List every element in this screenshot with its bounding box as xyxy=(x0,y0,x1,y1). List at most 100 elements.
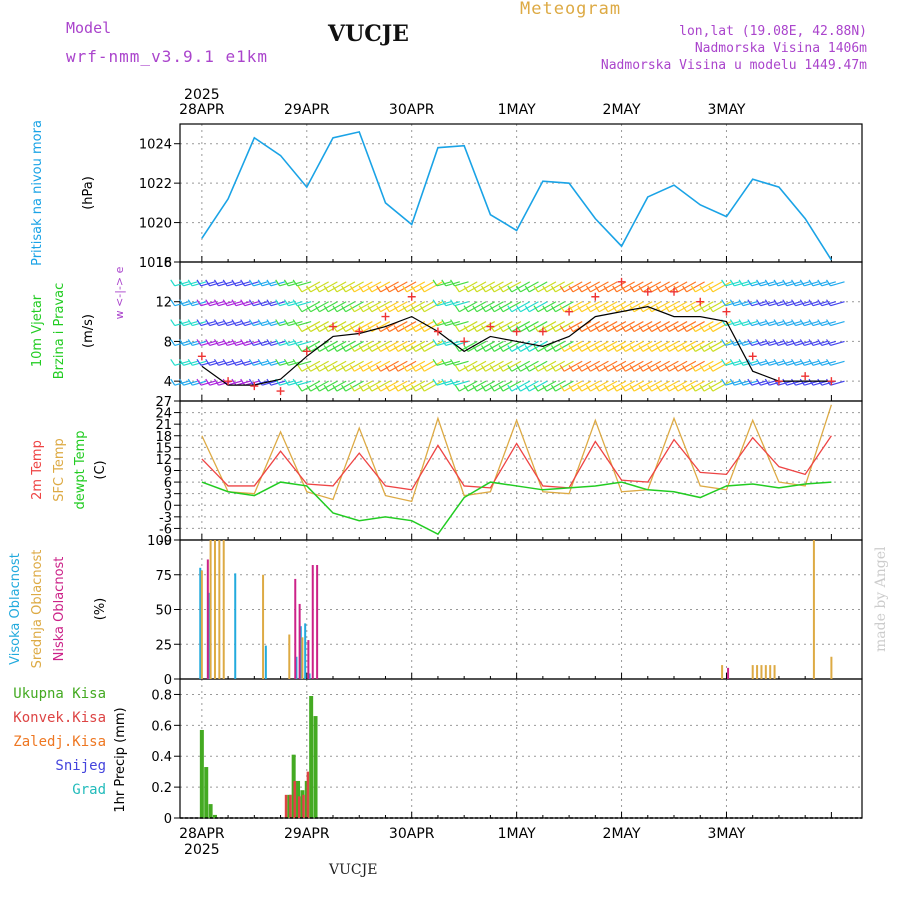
wind-barb-flag xyxy=(655,345,661,352)
wind-barb-flag xyxy=(699,364,705,372)
wind-barb-flag xyxy=(533,384,539,392)
wind-barb-flag xyxy=(603,345,609,352)
wind-barb xyxy=(371,340,391,352)
wind-barb-flag xyxy=(393,384,399,392)
wind-barb-flag xyxy=(620,364,626,372)
wind-barb-flag xyxy=(432,279,438,287)
wind-barb xyxy=(476,380,496,392)
wind-barb-flag xyxy=(358,325,364,332)
wind-barb-flag xyxy=(826,358,832,366)
cloud-bar xyxy=(206,559,209,679)
wind-barb-flag xyxy=(664,305,670,313)
wind-barb xyxy=(616,360,635,372)
wind-barb xyxy=(319,380,338,392)
wind-barb-flag xyxy=(283,319,289,326)
wind-barb-flag xyxy=(826,299,832,307)
wind-barb xyxy=(301,321,321,333)
wind-barb-flag xyxy=(178,339,184,346)
wind-barb-flag xyxy=(213,319,219,326)
wind-barb xyxy=(336,380,356,392)
wind-barb-flag xyxy=(533,345,539,352)
wind-barb xyxy=(511,380,531,392)
wind-barb xyxy=(301,340,321,352)
wind-speed-line xyxy=(201,306,832,386)
wind-barb xyxy=(712,380,732,392)
wind-barb xyxy=(458,301,478,313)
precip-bar xyxy=(293,780,297,818)
wind-barb-flag xyxy=(384,345,390,352)
cloud-bar xyxy=(307,640,310,679)
cloud-bar xyxy=(294,578,297,679)
wind-direction-legend: w <-|-> e xyxy=(113,266,126,319)
y-tick-label: 9 xyxy=(164,465,172,480)
wind-barb-flag xyxy=(450,358,456,366)
wind-barb xyxy=(380,301,399,313)
wind-barb-flag xyxy=(542,384,548,392)
wind-barb-flag xyxy=(791,299,797,307)
wind-barb-flag xyxy=(782,358,788,366)
wind-barb xyxy=(424,281,443,293)
wind-barb xyxy=(598,340,618,352)
wind-barb xyxy=(660,380,679,392)
wind-barb-flag xyxy=(585,364,591,372)
wind-barb-flag xyxy=(577,305,583,313)
wind-barb xyxy=(371,281,391,293)
wind-barb-flag xyxy=(664,325,670,332)
cloud-bar xyxy=(301,637,304,679)
wind-barb xyxy=(454,281,469,287)
wind-barb-flag xyxy=(419,325,425,332)
wind-barb-flag xyxy=(187,299,193,307)
wind-barb xyxy=(371,301,391,313)
wind-barb-flag xyxy=(213,299,219,307)
wind-barb-flag xyxy=(747,299,753,307)
wind-barb-flag xyxy=(257,378,263,386)
wind-barb xyxy=(598,380,618,392)
wind-barb xyxy=(695,301,714,313)
wind-barb xyxy=(354,321,373,333)
wind-barb xyxy=(607,321,627,333)
wind-barb xyxy=(642,380,662,392)
wind-barb xyxy=(651,380,670,392)
cloud-high-axis-label: Visoka Oblacnost xyxy=(8,553,23,665)
wind-barb-flag xyxy=(585,384,591,392)
wind-barb-flag xyxy=(266,299,272,307)
y-tick-label: 0.6 xyxy=(151,719,172,734)
wind-barb xyxy=(502,321,522,333)
y-tick-label: 16 xyxy=(155,256,172,271)
wind-barb-flag xyxy=(402,364,408,372)
wind-barb xyxy=(327,281,347,293)
wind-barb xyxy=(415,380,434,392)
wind-barb-flag xyxy=(682,285,688,293)
wind-barb xyxy=(598,301,618,313)
wind-barb xyxy=(633,301,653,313)
wind-barb xyxy=(537,301,557,313)
wind-barb-flag xyxy=(673,285,679,293)
wind-barb xyxy=(336,301,356,313)
wind-barb-flag xyxy=(489,384,495,392)
wind-barb-flag xyxy=(594,364,600,372)
wind-barb-flag xyxy=(213,358,219,366)
wind-barb-flag xyxy=(384,305,390,313)
y-tick-label: 8 xyxy=(164,335,172,350)
wind-barb-flag xyxy=(729,319,735,326)
x-day-label-top: 3MAY xyxy=(707,102,745,118)
wind-barb-flag xyxy=(178,378,184,386)
wind-barb-flag xyxy=(222,279,228,287)
wind-barb-flag xyxy=(629,384,635,392)
x-year-label-top: 2025 xyxy=(184,87,220,103)
wind-barb-flag xyxy=(283,358,289,366)
gust-marker xyxy=(381,312,390,321)
wind-barb-flag xyxy=(367,364,373,372)
wind-barb-flag xyxy=(808,299,814,307)
gust-marker xyxy=(329,322,338,331)
wind-barb xyxy=(537,360,557,372)
wind-barb xyxy=(485,321,504,333)
wind-barb-flag xyxy=(782,319,788,326)
wind-barb-flag xyxy=(533,305,539,313)
wind-barb-flag xyxy=(799,378,805,386)
wind-barb xyxy=(668,360,688,372)
wind-barb-flag xyxy=(673,364,679,372)
wind-barb xyxy=(502,281,522,293)
wind-barb xyxy=(546,301,566,313)
wind-barb-flag xyxy=(323,325,329,332)
